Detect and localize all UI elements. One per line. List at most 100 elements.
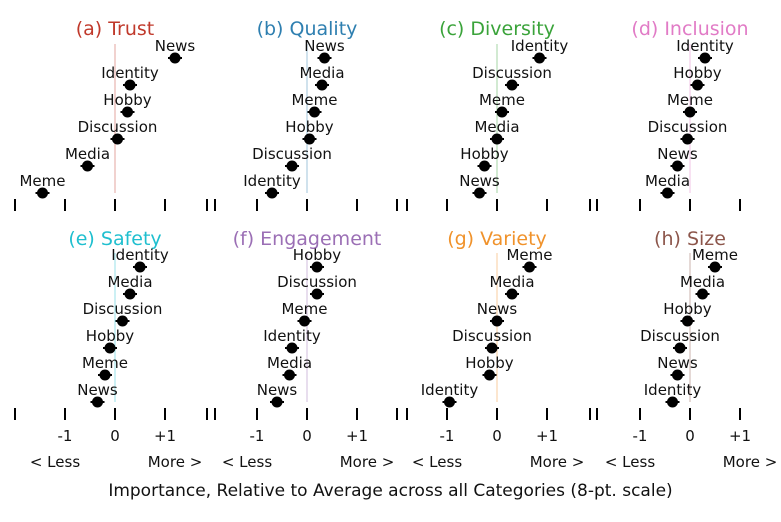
point-label: Discussion: [83, 300, 163, 318]
point-label: Hobby: [285, 118, 333, 136]
data-point: [496, 106, 508, 118]
panel-title: (e) Safety: [68, 228, 161, 250]
point-label: Media: [645, 172, 690, 190]
data-point: [684, 106, 696, 118]
point-label: Identity: [511, 37, 569, 55]
point-label: News: [657, 145, 698, 163]
data-point: [682, 133, 693, 145]
more-label: More >: [530, 453, 585, 471]
data-point: [699, 52, 711, 64]
x-tick-label: 0: [492, 427, 502, 445]
point-label: Discussion: [648, 118, 728, 136]
data-point: [506, 288, 518, 300]
point-label: Media: [299, 64, 344, 82]
data-point: [491, 315, 503, 327]
data-point: [104, 342, 116, 354]
panel-title: (c) Diversity: [439, 18, 555, 40]
data-point: [697, 288, 708, 300]
panel-title: (f) Engagement: [233, 228, 382, 250]
point-label: Discussion: [78, 118, 158, 136]
data-point: [506, 79, 518, 91]
x-tick-label: +1: [729, 427, 751, 445]
data-point: [682, 315, 693, 327]
panel-title: (h) Size: [654, 228, 726, 250]
data-point: [299, 315, 310, 327]
point-label: News: [459, 172, 500, 190]
x-tick-label: -1: [440, 427, 455, 445]
point-label: Meme: [82, 354, 128, 372]
x-tick-label: +1: [346, 427, 368, 445]
point-label: News: [257, 381, 298, 399]
data-point: [124, 288, 136, 300]
point-label: Discussion: [640, 327, 720, 345]
x-tick-label: 0: [110, 427, 120, 445]
more-label: More >: [723, 453, 778, 471]
point-label: News: [477, 300, 518, 318]
point-label: Hobby: [293, 246, 341, 264]
x-tick-label: 0: [302, 427, 312, 445]
data-point: [117, 315, 128, 327]
point-label: Meme: [281, 300, 327, 318]
data-point: [667, 396, 678, 408]
point-label: Identity: [644, 381, 702, 399]
point-label: Identity: [111, 246, 169, 264]
data-point: [709, 261, 721, 273]
point-label: Media: [474, 118, 519, 136]
point-label: Identity: [243, 172, 301, 190]
data-point: [474, 187, 485, 199]
data-point: [37, 187, 48, 199]
data-point: [82, 160, 93, 172]
point-label: Media: [267, 354, 312, 372]
panel-title: (b) Quality: [257, 18, 358, 40]
less-label: < Less: [30, 453, 80, 471]
data-point: [271, 396, 283, 408]
panel-title: (d) Inclusion: [631, 18, 748, 40]
data-point: [486, 342, 498, 354]
point-label: Identity: [101, 64, 159, 82]
panel-title: (a) Trust: [76, 18, 155, 40]
point-label: Hobby: [460, 145, 508, 163]
x-tick-label: +1: [536, 427, 558, 445]
data-point: [92, 396, 103, 408]
data-point: [672, 160, 683, 172]
x-tick-label: +1: [154, 427, 176, 445]
point-label: Hobby: [103, 91, 151, 109]
x-tick-label: 0: [685, 427, 695, 445]
data-point: [479, 160, 490, 172]
data-point: [662, 187, 673, 199]
point-label: Discussion: [472, 64, 552, 82]
point-label: Discussion: [452, 327, 532, 345]
point-label: News: [77, 381, 118, 399]
data-point: [124, 79, 136, 91]
point-label: Hobby: [673, 64, 721, 82]
data-point: [444, 396, 455, 408]
data-point: [99, 369, 111, 381]
data-point: [491, 133, 503, 145]
data-point: [112, 133, 123, 145]
data-point: [316, 79, 328, 91]
data-point: [674, 342, 686, 354]
data-point: [169, 52, 181, 64]
data-point: [311, 261, 323, 273]
data-point: [672, 369, 683, 381]
less-label: < Less: [605, 453, 655, 471]
less-label: < Less: [222, 453, 272, 471]
x-tick-label: -1: [58, 427, 73, 445]
point-label: Hobby: [465, 354, 513, 372]
data-point: [284, 369, 295, 381]
point-label: Meme: [506, 246, 552, 264]
point-label: Discussion: [277, 273, 357, 291]
data-point: [534, 52, 545, 64]
point-label: Meme: [479, 91, 525, 109]
more-label: More >: [340, 453, 395, 471]
data-point: [286, 160, 298, 172]
x-tick-label: -1: [250, 427, 265, 445]
data-point: [122, 106, 133, 118]
data-point: [134, 261, 146, 273]
data-point: [311, 288, 323, 300]
data-point: [309, 106, 320, 118]
point-label: Media: [680, 273, 725, 291]
point-label: Identity: [676, 37, 734, 55]
point-label: Meme: [692, 246, 738, 264]
data-point: [286, 342, 298, 354]
